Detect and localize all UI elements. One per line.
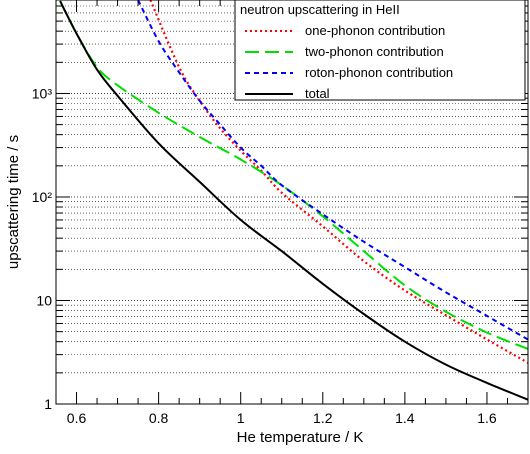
x-tick-label: 1: [237, 410, 245, 426]
y-tick-label: 10²: [32, 189, 53, 205]
series-line-3: [59, 0, 528, 401]
series-layer: [59, 0, 528, 401]
y-tick-label: 10³: [32, 85, 53, 101]
x-tick-label: 0.8: [149, 410, 169, 426]
legend-box: [234, 0, 526, 101]
x-tick-label: 1.2: [313, 410, 333, 426]
series-line-0: [149, 0, 528, 364]
legend: neutron upscattering in HeII one-phonon c…: [234, 0, 526, 101]
series-line-2: [137, 0, 528, 341]
axes: 0.6 0.8 1 1.2 1.4 1.6 1 10 10² 10³: [32, 0, 529, 426]
x-tick-label: 1.4: [395, 410, 415, 426]
legend-entry-1: two-phonon contribution: [305, 44, 444, 59]
x-axis-title: He temperature / K: [237, 429, 364, 446]
y-tick-label: 10: [36, 292, 52, 308]
legend-title: neutron upscattering in HeII: [240, 2, 400, 17]
legend-entry-2: roton-phonon contribution: [305, 65, 453, 80]
x-tick-label: 0.6: [67, 410, 87, 426]
legend-entry-3: total: [305, 86, 330, 101]
legend-entry-0: one-phonon contribution: [305, 23, 445, 38]
y-tick-label: 1: [44, 396, 52, 412]
y-axis-title: upscattering time / s: [5, 135, 22, 269]
x-tick-label: 1.6: [477, 410, 497, 426]
series-line-1: [59, 0, 528, 350]
